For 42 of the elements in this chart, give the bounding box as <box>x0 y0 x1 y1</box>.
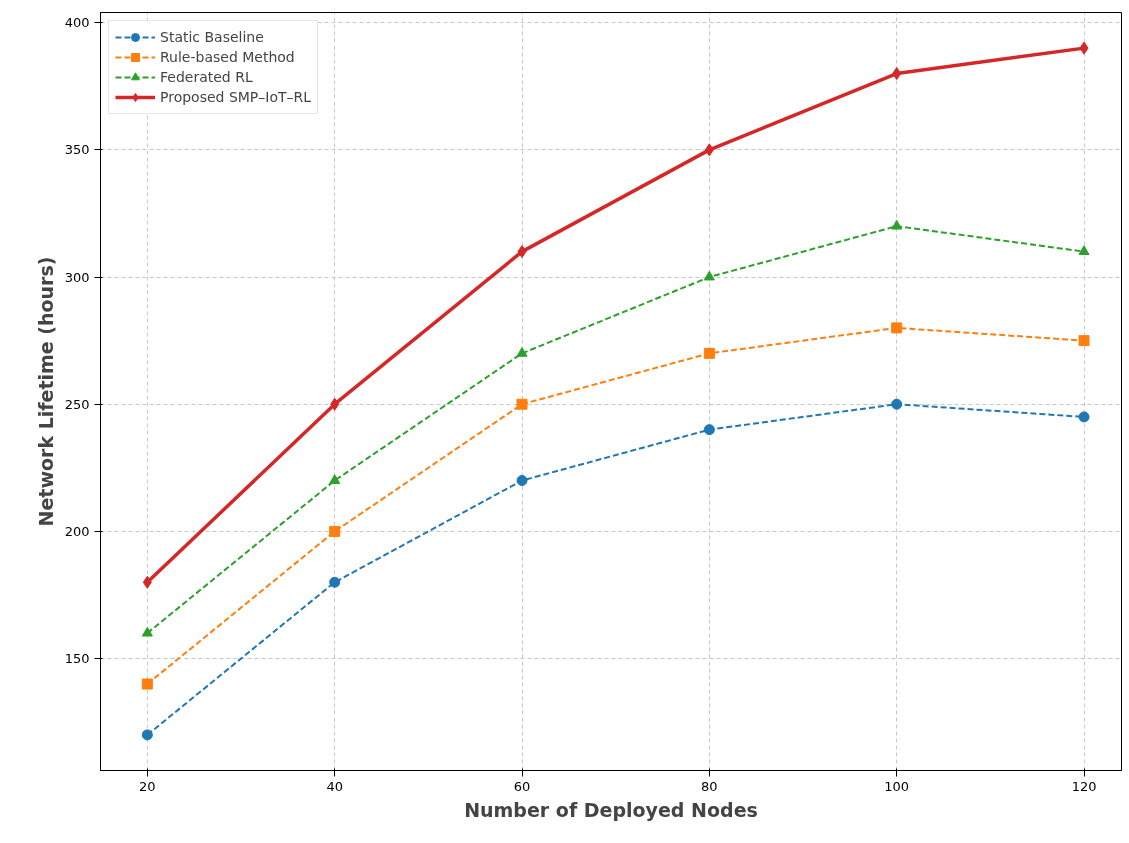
point <box>703 347 715 359</box>
point <box>141 729 153 741</box>
point <box>891 219 903 230</box>
legend-label: Static Baseline <box>160 29 264 45</box>
point <box>891 322 903 334</box>
point <box>517 245 527 259</box>
point <box>1078 335 1090 347</box>
point <box>516 475 528 487</box>
legend-label: Federated RL <box>160 69 253 85</box>
y-tick-label: 200 <box>64 523 90 539</box>
point <box>1078 245 1090 255</box>
point <box>329 525 341 537</box>
y-tick-label: 250 <box>64 396 90 412</box>
point <box>516 398 528 410</box>
y-axis-title: Network Lifetime (hours) <box>34 256 57 527</box>
point <box>1079 41 1089 55</box>
x-tick-label: 80 <box>701 778 718 794</box>
point <box>1078 411 1090 423</box>
x-tick-label: 120 <box>1071 778 1097 794</box>
legend-label: Rule-based Method <box>160 49 295 65</box>
y-tick-label: 150 <box>64 651 90 667</box>
y-tick-label: 300 <box>64 269 90 285</box>
x-tick-label: 40 <box>326 778 343 794</box>
y-tick-label: 400 <box>64 15 90 31</box>
point <box>141 626 153 637</box>
point <box>141 678 153 690</box>
point <box>329 474 341 484</box>
point <box>704 143 714 157</box>
point <box>142 575 152 589</box>
point <box>330 397 340 411</box>
point <box>703 270 715 281</box>
point <box>516 347 528 357</box>
point <box>891 398 903 410</box>
point <box>703 424 715 436</box>
legend-label: Proposed SMP–IoT–RL <box>160 89 312 105</box>
x-tick-label: 60 <box>513 778 531 794</box>
x-tick-label: 100 <box>884 778 910 794</box>
x-axis-title: Number of Deployed Nodes <box>464 798 758 821</box>
x-tick-label: 20 <box>139 778 156 794</box>
point <box>329 576 341 588</box>
y-tick-label: 350 <box>64 142 90 158</box>
point <box>892 67 902 81</box>
